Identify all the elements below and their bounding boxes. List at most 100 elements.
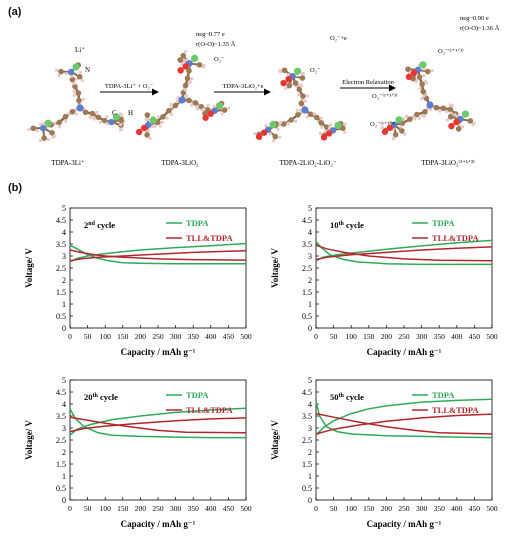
y-tick-label: 1 — [308, 472, 312, 481]
x-tick-label: 400 — [205, 332, 217, 341]
voltage-chart-50th-cycle: 00.511.522.533.544.550 50 100 150 200 250 300 3… — [270, 376, 498, 529]
reaction-arrow-label: TDPA-3LiO₂+e — [222, 83, 263, 90]
y-tick-label: 3 — [62, 252, 66, 261]
molecule-annotation: O₂⁻+e — [330, 35, 347, 42]
y-tick-label: 4.5 — [56, 216, 66, 225]
x-tick-label: 50 — [330, 332, 338, 341]
y-tick-label: 4.5 — [302, 216, 312, 225]
x-tick-label: 100 — [346, 504, 358, 513]
y-tick-label: 4.5 — [302, 388, 312, 397]
reaction-arrow-label: Electron Relaxation — [342, 79, 395, 86]
x-tick-label: 350 — [188, 332, 200, 341]
x-tick-label: 400 — [451, 504, 463, 513]
y-tick-label: 2.5 — [302, 264, 312, 273]
y-tick-label: 0.5 — [302, 312, 312, 321]
atom-label: C — [112, 109, 117, 117]
y-tick-label: 4.5 — [56, 388, 66, 397]
atom-label: H — [128, 109, 133, 117]
x-axis-label: Capacity / mAh g⁻¹ — [121, 519, 196, 529]
x-tick-label: 0 — [68, 332, 72, 341]
molecule-annotation: O₂⁻⁽¹⁺¹ᐟ³⁾ — [370, 121, 396, 128]
y-tick-label: 0 — [62, 324, 66, 333]
y-tick-label: 3.5 — [302, 412, 312, 421]
x-tick-label: 450 — [223, 332, 235, 341]
x-tick-label: 150 — [117, 332, 129, 341]
legend-label: TDPA — [186, 390, 209, 400]
x-tick-label: 50 — [84, 504, 92, 513]
series-tdpa-charge-line — [69, 407, 247, 436]
y-tick-label: 4 — [308, 400, 312, 409]
legend-label: TLL&TDPA — [432, 405, 479, 415]
y-tick-label: 2 — [308, 276, 312, 285]
molecule-annotation: r(O-O)~1.36 Å — [460, 24, 500, 32]
x-tick-label: 450 — [223, 504, 235, 513]
reaction-arrow-0: TDPA-3Li⁺ + O₂⁻ — [100, 83, 159, 96]
x-tick-label: 450 — [469, 332, 481, 341]
y-axis-label: Voltage/ V — [24, 420, 34, 460]
y-tick-label: 0 — [308, 496, 312, 505]
atom-label: N — [85, 66, 90, 74]
y-tick-label: 1.5 — [302, 288, 312, 297]
x-tick-label: 50 — [330, 504, 338, 513]
y-tick-label: 4 — [62, 228, 66, 237]
voltage-chart-2nd-cycle: 00.511.522.533.544.550 50 100 150 200 250 300 3… — [24, 204, 252, 357]
molecule-name-3: TDPA-3LiO₂⁽¹⁺¹ᐟ³⁾ — [421, 158, 475, 167]
y-tick-label: 3.5 — [56, 240, 66, 249]
x-tick-label: 350 — [188, 504, 200, 513]
legend-label: TLL&TDPA — [432, 233, 479, 243]
x-tick-label: 300 — [416, 332, 428, 341]
molecule-annotation: O₂⁻⁽¹⁺¹ᐟ³⁾ — [372, 93, 398, 100]
molecule-annotation: neg~0.77 e — [196, 31, 225, 38]
panel-b-label: (b) — [8, 182, 23, 194]
y-tick-label: 3.5 — [56, 412, 66, 421]
series-tll-tdpa-discharge-line — [315, 412, 493, 435]
molecule-1: TDPA-3LiO₂ neg~0.77 e r(O-O)~1.35 Å O₂⁻ — [135, 31, 236, 167]
x-tick-label: 300 — [170, 332, 182, 341]
series-tdpa-discharge-line — [315, 401, 493, 439]
y-axis-label: Voltage/ V — [270, 248, 280, 288]
y-tick-label: 1 — [62, 472, 66, 481]
series-tdpa-discharge-line — [315, 241, 492, 266]
cycle-title: 50th cycle — [330, 392, 364, 402]
series-tdpa-charge-line — [315, 398, 493, 436]
x-axis-label: Capacity / mAh g⁻¹ — [367, 347, 442, 357]
y-axis-label: Voltage/ V — [24, 248, 34, 288]
molecule-annotation: O₂⁻⁽¹⁺¹ᐟ³⁾ — [438, 48, 464, 55]
y-tick-label: 5 — [308, 376, 312, 385]
x-tick-label: 300 — [416, 504, 428, 513]
y-tick-label: 4 — [62, 400, 66, 409]
y-tick-label: 2.5 — [56, 436, 66, 445]
x-tick-label: 500 — [486, 332, 498, 341]
reaction-scheme: TDPA-3Li⁺ Li⁺ N C H TDPA-3LiO₂ neg~0.77 e r(O-O… — [27, 15, 500, 167]
molecule-annotation: neg~0.90 e — [460, 15, 489, 22]
x-tick-label: 500 — [240, 332, 252, 341]
x-tick-label: 150 — [363, 504, 375, 513]
y-tick-label: 0 — [308, 324, 312, 333]
panel-a-label: (a) — [8, 6, 22, 18]
x-axis-label: Capacity / mAh g⁻¹ — [367, 519, 442, 529]
x-tick-label: 300 — [170, 504, 182, 513]
x-tick-label: 0 — [314, 332, 318, 341]
molecule-name-0: TDPA-3Li⁺ — [51, 159, 85, 167]
reaction-arrow-1: TDPA-3LiO₂+e — [214, 83, 271, 96]
series-tll-tdpa-charge-line — [315, 246, 493, 261]
x-tick-label: 200 — [381, 332, 393, 341]
y-tick-label: 1.5 — [56, 288, 66, 297]
x-tick-label: 0 — [68, 504, 72, 513]
y-tick-label: 4 — [308, 228, 312, 237]
legend-label: TDPA — [432, 218, 455, 228]
series-tll-tdpa-discharge-line — [315, 244, 493, 262]
x-tick-label: 350 — [434, 504, 446, 513]
x-tick-label: 400 — [205, 504, 217, 513]
y-tick-label: 3 — [308, 424, 312, 433]
molecule-0: TDPA-3Li⁺ Li⁺ N C H — [27, 46, 133, 167]
voltage-chart-10th-cycle: 00.511.522.533.544.550 50 100 150 200 250 300 3… — [270, 204, 498, 357]
x-tick-label: 250 — [152, 504, 164, 513]
x-tick-label: 450 — [469, 504, 481, 513]
legend-label: TLL&TDPA — [186, 405, 233, 415]
atom-label: Li⁺ — [75, 46, 85, 54]
y-tick-label: 2.5 — [56, 264, 66, 273]
x-tick-label: 500 — [240, 504, 252, 513]
series-tll-tdpa-charge-line — [69, 417, 247, 433]
legend-label: TDPA — [186, 218, 209, 228]
